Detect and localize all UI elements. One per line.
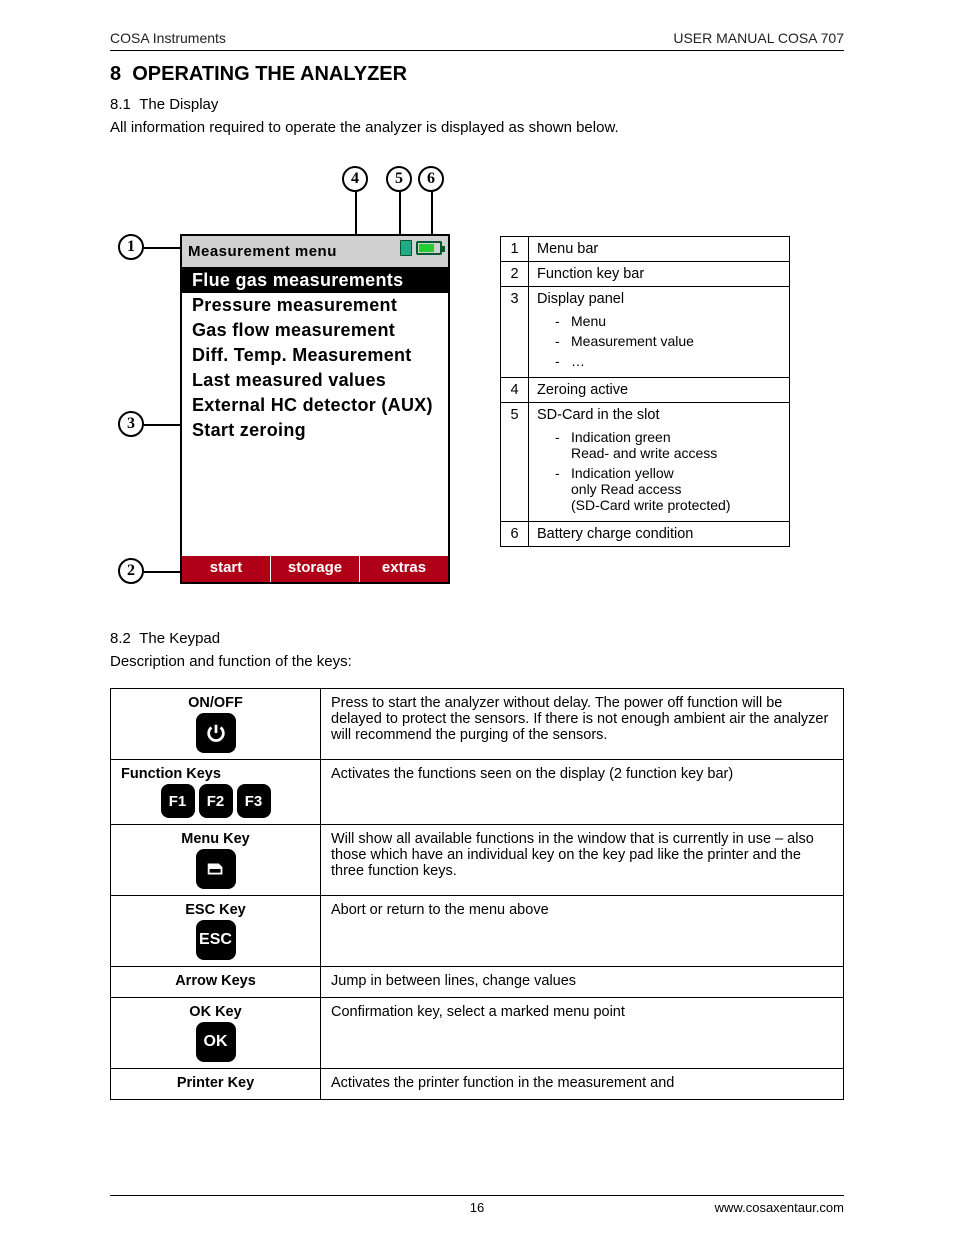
key-label: Arrow Keys	[121, 973, 310, 989]
legend-text: Menu bar	[529, 237, 790, 262]
sub2-text: Description and function of the keys:	[110, 653, 844, 670]
sub1-title: The Display	[139, 96, 218, 113]
key-label: Printer Key	[121, 1075, 310, 1091]
callout-3: 3	[118, 411, 144, 437]
function-key-bar: start storage extras	[182, 556, 448, 582]
legend-text: Display panel Menu Measurement value …	[529, 287, 790, 378]
battery-icon	[416, 241, 442, 255]
key-cell: Function Keys F1 F2 F3	[111, 760, 321, 825]
legend-text: SD-Card in the slot Indication green Rea…	[529, 403, 790, 522]
legend-num: 6	[501, 522, 529, 547]
header-left: COSA Instruments	[110, 30, 226, 46]
key-desc: Activates the printer function in the me…	[321, 1069, 844, 1100]
f3-key-icon: F3	[237, 784, 271, 818]
legend-num: 4	[501, 378, 529, 403]
key-cell: OK Key OK	[111, 998, 321, 1069]
header-right: USER MANUAL COSA 707	[673, 30, 844, 46]
device-screen: Measurement menu Flue gas measurements P…	[180, 234, 450, 584]
legend-num: 1	[501, 237, 529, 262]
callout-1: 1	[118, 234, 144, 260]
callout-6: 6	[418, 166, 444, 192]
menu-key-icon	[196, 849, 236, 889]
power-icon	[196, 713, 236, 753]
legend-sub: Indication green Read- and write access	[555, 429, 781, 461]
section-num: 8	[110, 63, 121, 85]
legend-sub: Menu	[555, 313, 781, 329]
legend-table: 1Menu bar 2Function key bar 3 Display pa…	[500, 236, 790, 547]
key-label: ON/OFF	[121, 695, 310, 711]
legend-num: 2	[501, 262, 529, 287]
key-desc: Activates the functions seen on the disp…	[321, 760, 844, 825]
key-cell: Arrow Keys	[111, 967, 321, 998]
callout-5: 5	[386, 166, 412, 192]
sub1-num: 8.1	[110, 96, 131, 113]
key-cell: Menu Key	[111, 825, 321, 896]
section-title: 8 OPERATING THE ANALYZER	[110, 63, 844, 86]
legend-text: Function key bar	[529, 262, 790, 287]
panel-row: Pressure measurement	[182, 293, 448, 318]
legend-sub: …	[555, 353, 781, 369]
key-desc: Press to start the analyzer without dela…	[321, 689, 844, 760]
ok-key-icon: OK	[196, 1022, 236, 1062]
key-desc: Will show all available functions in the…	[321, 825, 844, 896]
fn-extras: extras	[359, 556, 448, 582]
key-label: Menu Key	[121, 831, 310, 847]
legend-num: 5	[501, 403, 529, 522]
sd-card-icon	[400, 240, 412, 256]
menubar: Measurement menu	[182, 236, 448, 268]
key-cell: ESC Key ESC	[111, 896, 321, 967]
legend-sub: Measurement value	[555, 333, 781, 349]
fn-start: start	[182, 556, 270, 582]
panel-row: Flue gas measurements	[182, 268, 448, 293]
key-label: ESC Key	[121, 902, 310, 918]
key-desc: Jump in between lines, change values	[321, 967, 844, 998]
legend-text: Battery charge condition	[529, 522, 790, 547]
key-label: OK Key	[121, 1004, 310, 1020]
callout-2: 2	[118, 558, 144, 584]
key-label: Function Keys	[121, 766, 310, 782]
panel-row: Last measured values	[182, 368, 448, 393]
fn-storage: storage	[270, 556, 359, 582]
sub1-text: All information required to operate the …	[110, 119, 844, 136]
key-cell: ON/OFF	[111, 689, 321, 760]
keypad-table: ON/OFF Press to start the analyzer witho…	[110, 688, 844, 1100]
page-number: 16	[470, 1200, 484, 1215]
panel-row: Start zeroing	[182, 418, 448, 443]
sub2-title: The Keypad	[139, 630, 220, 647]
menubar-title: Measurement menu	[188, 243, 337, 260]
section-title-text: OPERATING THE ANALYZER	[132, 63, 407, 85]
display-panel: Flue gas measurements Pressure measureme…	[182, 268, 448, 556]
subsection-8-1: 8.1 The Display	[110, 96, 844, 113]
key-cell: Printer Key	[111, 1069, 321, 1100]
panel-row: Diff. Temp. Measurement	[182, 343, 448, 368]
subsection-8-2: 8.2 The Keypad	[110, 630, 844, 647]
callout-4: 4	[342, 166, 368, 192]
footer-url: www.cosaxentaur.com	[715, 1200, 844, 1215]
f2-key-icon: F2	[199, 784, 233, 818]
sub2-num: 8.2	[110, 630, 131, 647]
panel-row: Gas flow measurement	[182, 318, 448, 343]
legend-num: 3	[501, 287, 529, 378]
panel-row: External HC detector (AUX)	[182, 393, 448, 418]
legend-text: Zeroing active	[529, 378, 790, 403]
esc-key-icon: ESC	[196, 920, 236, 960]
device-diagram: 4 5 6 1 3 2 Measurement menu Flue gas me…	[110, 166, 460, 606]
legend-sub: Indication yellow only Read access (SD-C…	[555, 465, 781, 513]
key-desc: Confirmation key, select a marked menu p…	[321, 998, 844, 1069]
f1-key-icon: F1	[161, 784, 195, 818]
key-desc: Abort or return to the menu above	[321, 896, 844, 967]
